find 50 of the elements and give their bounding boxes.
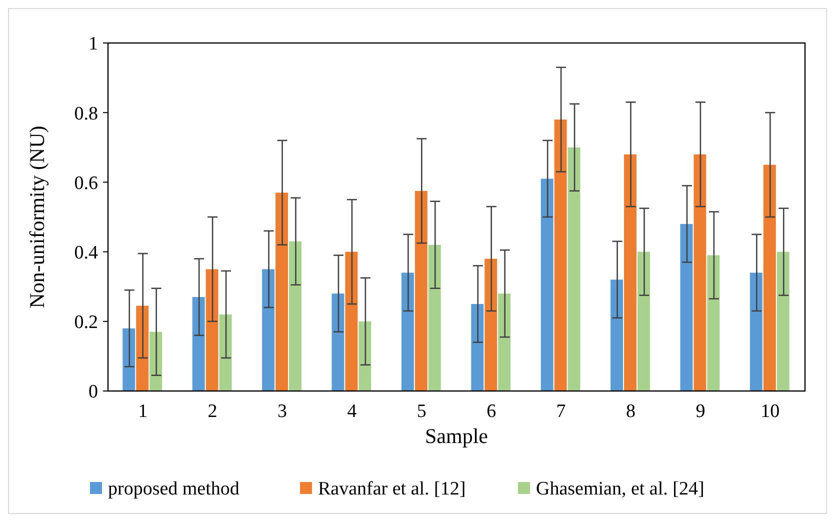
bar [332, 294, 344, 391]
x-tick-label: 1 [138, 401, 148, 422]
y-tick-label: 0 [88, 382, 98, 403]
bar [345, 252, 358, 391]
bar [401, 272, 414, 391]
x-tick-label: 6 [486, 401, 496, 422]
legend-label: proposed method [108, 478, 240, 500]
bar [219, 314, 232, 391]
bar [750, 272, 762, 391]
legend-label: Ravanfar et al. [12] [318, 478, 466, 500]
bar [484, 258, 498, 391]
x-tick-label: 5 [416, 401, 426, 422]
y-tick-label: 0.8 [74, 103, 98, 124]
bar [288, 241, 302, 391]
bar [694, 154, 706, 391]
bar [610, 280, 624, 391]
bar [136, 306, 149, 391]
bar [428, 244, 441, 391]
bar [707, 255, 720, 391]
bar [262, 269, 275, 391]
y-tick-label: 0.2 [74, 312, 98, 334]
bar [540, 178, 554, 391]
bar [624, 154, 636, 391]
bar [498, 294, 511, 391]
x-tick-label: 9 [696, 401, 706, 422]
x-axis-title: Sample [425, 424, 488, 448]
x-tick-label: 2 [208, 401, 218, 422]
y-tick-label: 0.4 [74, 242, 98, 264]
y-tick-label: 0.6 [74, 172, 98, 194]
bar [471, 304, 484, 391]
bar [206, 269, 218, 391]
bar [414, 190, 428, 391]
y-axis-title: Non-uniformity (NU) [25, 126, 49, 308]
bar [276, 192, 288, 391]
bar [680, 224, 693, 391]
bar [192, 297, 205, 391]
x-tick-label: 8 [626, 401, 636, 422]
bar [122, 328, 136, 391]
legend-label: Ghasemian, et al. [24] [536, 478, 704, 500]
x-tick-label: 4 [347, 401, 358, 422]
bar [568, 147, 580, 391]
bar [776, 252, 790, 391]
y-tick-label: 1 [88, 34, 98, 55]
x-tick-label: 3 [278, 401, 287, 422]
x-tick-label: 7 [556, 401, 566, 422]
bar [763, 164, 776, 391]
bar [358, 321, 372, 391]
x-tick-label: 10 [760, 401, 780, 422]
bar [637, 252, 650, 391]
bar [554, 120, 567, 391]
